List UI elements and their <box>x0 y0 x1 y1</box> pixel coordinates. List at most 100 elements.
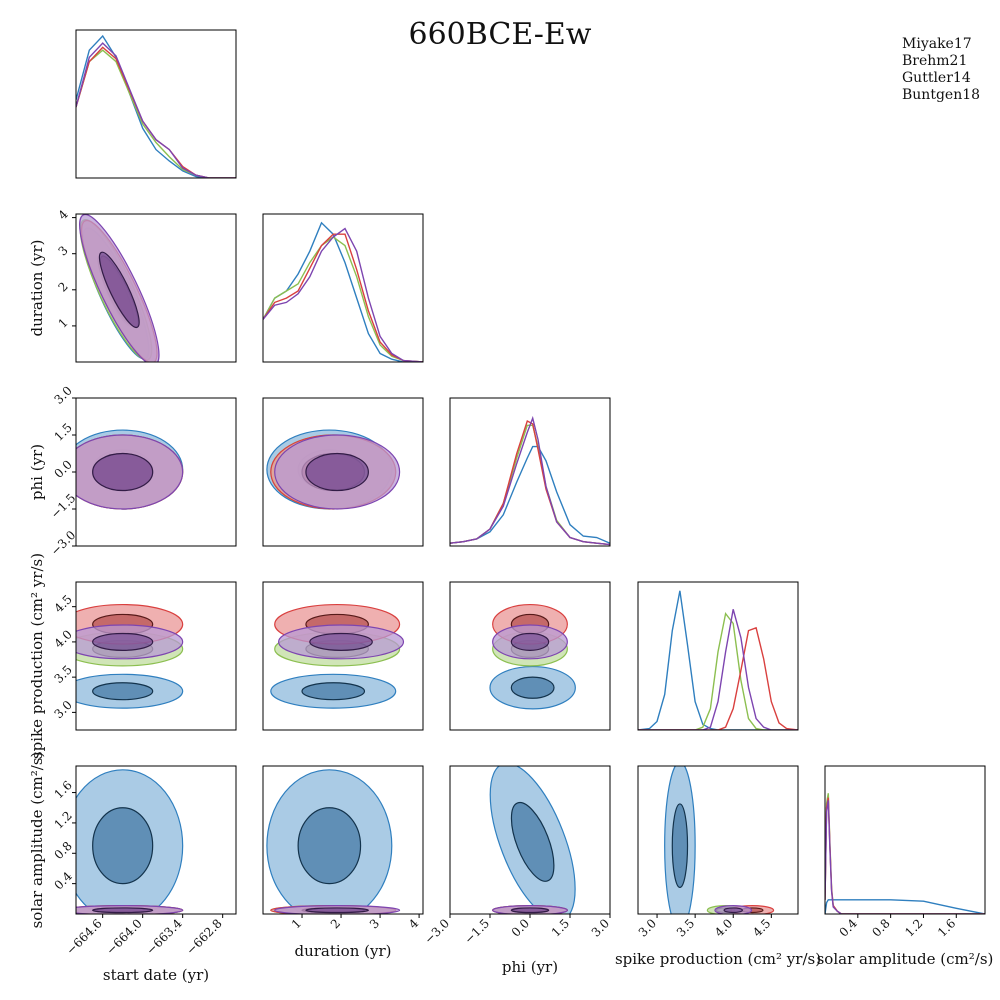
x-tick-label-start: −664.6 <box>63 916 104 957</box>
y-tick-label-spike: 4.0 <box>51 627 74 650</box>
x-tick-label-phi: 1.5 <box>549 916 572 939</box>
contour-inner-miyake17 <box>671 803 689 889</box>
legend-entry-brehm21: Brehm21 <box>902 53 967 69</box>
x-tick-label-spike: 3.0 <box>636 916 659 939</box>
y-tick-label-solar: 1.6 <box>51 778 74 801</box>
marginal-line-brehm21 <box>825 793 985 914</box>
panel-frame <box>637 765 799 915</box>
y-axis-label-solar: solar amplitude (cm²/s) <box>28 752 46 929</box>
chart-title: 660BCE-Ew <box>409 17 592 52</box>
y-tick-label-solar: 0.4 <box>52 869 76 893</box>
contour-inner-buntgen18 <box>305 907 369 914</box>
marginal-line-brehm21 <box>263 236 423 362</box>
legend-entry-miyake17: Miyake17 <box>902 36 972 52</box>
y-tick-label-phi: 1.5 <box>51 420 74 443</box>
x-tick-label-spike: 4.0 <box>712 916 735 939</box>
marginal-line-buntgen18 <box>263 227 423 362</box>
marginal-line-guttler14 <box>263 233 423 362</box>
panel-spike-marginal <box>638 590 798 730</box>
panel-frame <box>262 397 424 547</box>
y-tick-label-phi: 0.0 <box>51 457 74 480</box>
panel-frame <box>75 213 237 363</box>
panel-solar-marginal <box>825 793 985 914</box>
y-axis-label-spike: spike production (cm² yr/s) <box>28 553 46 759</box>
x-tick-label-phi: −3.0 <box>422 916 453 947</box>
panel-start-vs-spike <box>76 603 184 709</box>
panel-duration-vs-phi <box>266 429 401 510</box>
panel-start-vs-duration <box>79 214 160 362</box>
x-tick-label-spike: 3.5 <box>674 916 697 939</box>
panel-frame <box>637 581 799 731</box>
marginal-line-miyake17 <box>638 590 798 730</box>
x-tick-label-duration: 1 <box>289 916 304 931</box>
y-tick-label-spike: 4.5 <box>51 592 74 615</box>
marginal-line-guttler14 <box>76 46 236 178</box>
panel-phi-marginal <box>450 415 610 546</box>
contour-inner-miyake17 <box>297 807 362 885</box>
marginal-line-buntgen18 <box>638 609 798 730</box>
marginal-line-guttler14 <box>638 626 798 730</box>
panel-frame <box>824 765 986 915</box>
contour-inner-buntgen18 <box>92 632 154 651</box>
panel-frame <box>449 397 611 547</box>
panel-duration-vs-solar <box>266 769 401 914</box>
panel-phi-vs-solar <box>489 766 576 914</box>
y-tick-label-phi: 3.0 <box>51 383 74 406</box>
y-tick-label-solar: 0.8 <box>51 839 74 862</box>
marginal-line-brehm21 <box>638 611 798 730</box>
legend-entry-buntgen18: Buntgen18 <box>902 87 980 103</box>
y-tick-label-phi: −1.5 <box>48 491 79 522</box>
y-tick-label-duration: 2 <box>56 279 71 294</box>
marginal-line-miyake17 <box>263 221 423 362</box>
y-tick-label-duration: 4 <box>56 207 72 223</box>
contour-inner-miyake17 <box>510 676 555 699</box>
panel-frame <box>75 765 237 915</box>
x-tick-label-start: −663.4 <box>143 916 185 958</box>
y-tick-label-spike: 3.5 <box>52 663 75 686</box>
marginal-line-buntgen18 <box>450 415 610 546</box>
contour-inner-buntgen18 <box>92 907 154 914</box>
marginal-line-brehm21 <box>76 49 236 178</box>
panel-duration-marginal <box>263 221 423 362</box>
x-tick-label-start: −664.0 <box>103 916 144 957</box>
contour-inner-buntgen18 <box>92 452 154 492</box>
panel-start-marginal <box>76 34 236 178</box>
contour-inner-buntgen18 <box>309 632 373 651</box>
marginal-line-miyake17 <box>450 445 610 544</box>
x-axis-label-phi: phi (yr) <box>502 958 558 976</box>
x-axis-label-spike: spike production (cm² yr/s) <box>615 950 821 968</box>
x-axis-label-duration: duration (yr) <box>294 942 391 960</box>
marginal-line-brehm21 <box>450 424 610 546</box>
marginal-line-guttler14 <box>825 797 985 914</box>
panel-start-vs-solar <box>76 769 184 914</box>
contour-inner-miyake17 <box>92 682 154 701</box>
contour-inner-buntgen18 <box>98 251 140 329</box>
y-axis-label-duration: duration (yr) <box>28 239 46 336</box>
x-tick-label-phi: 0.0 <box>509 916 532 939</box>
panel-frame <box>449 581 611 731</box>
y-tick-label-duration: 1 <box>56 315 71 330</box>
marginal-line-buntgen18 <box>825 800 985 914</box>
legend-entry-guttler14: Guttler14 <box>902 70 971 86</box>
contour-inner-buntgen18 <box>510 632 550 651</box>
panel-frame <box>75 581 237 731</box>
contour-inner-buntgen18 <box>510 907 550 914</box>
x-tick-label-solar: 1.6 <box>935 916 958 939</box>
panel-frame <box>262 581 424 731</box>
x-tick-label-duration: 2 <box>328 916 343 931</box>
panel-phi-vs-spike <box>489 603 576 710</box>
marginal-line-guttler14 <box>450 419 610 546</box>
x-tick-label-solar: 0.8 <box>869 916 892 939</box>
x-tick-label-solar: 1.2 <box>902 916 925 939</box>
contour-inner-buntgen18 <box>723 907 743 914</box>
y-tick-label-solar: 1.2 <box>51 808 74 831</box>
panel-grid: 1 2 3 4 duration (yr) −3.0 −1.5 0.0 1.5 3.0 phi (y… <box>28 29 993 984</box>
x-tick-label-spike: 4.5 <box>750 916 773 939</box>
marginal-line-miyake17 <box>76 34 236 178</box>
x-tick-label-phi: 3.0 <box>589 916 612 939</box>
contour-inner-buntgen18 <box>305 452 369 492</box>
panel-frame <box>75 29 237 179</box>
x-tick-label-duration: 4 <box>406 916 422 932</box>
y-tick-label-phi: −3.0 <box>48 528 79 559</box>
x-tick-label-phi: −1.5 <box>462 916 493 947</box>
